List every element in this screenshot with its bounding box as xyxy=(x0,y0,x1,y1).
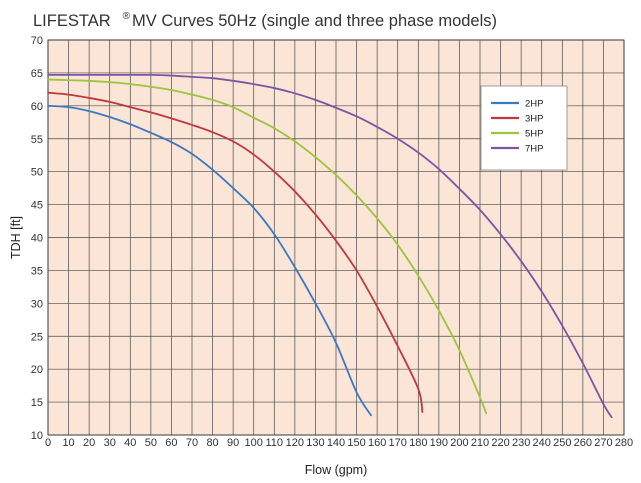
title-text: MV Curves 50Hz (single and three phase m… xyxy=(132,12,498,30)
x-tick-label: 250 xyxy=(553,437,571,449)
y-tick-label: 10 xyxy=(31,430,43,442)
y-tick-label: 15 xyxy=(31,397,43,409)
y-tick-label: 60 xyxy=(31,101,43,113)
legend-label-5hp: 5HP xyxy=(525,129,543,140)
x-tick-label: 210 xyxy=(471,437,489,449)
legend-box xyxy=(480,85,568,171)
x-tick-label: 270 xyxy=(594,437,612,449)
x-tick-label: 120 xyxy=(286,437,304,449)
y-tick-label: 20 xyxy=(31,364,43,376)
x-tick-label: 50 xyxy=(145,437,157,449)
y-axis-label: TDH [ft] xyxy=(9,216,23,259)
x-tick-label: 170 xyxy=(389,437,407,449)
x-tick-label: 90 xyxy=(227,437,239,449)
x-tick-label: 200 xyxy=(450,437,468,449)
y-axis-ticks: 10 15 20 25 30 35 40 45 50 55 60 65 70 xyxy=(31,35,43,442)
grid-lines xyxy=(47,39,625,436)
x-tick-label: 70 xyxy=(186,437,198,449)
title-registered-mark: ® xyxy=(122,11,131,22)
x-tick-label: 220 xyxy=(491,437,509,449)
series-line-2hp xyxy=(47,104,372,417)
y-tick-label: 35 xyxy=(31,265,43,277)
x-tick-label: 230 xyxy=(512,437,530,449)
x-tick-label: 130 xyxy=(306,437,324,449)
x-tick-label: 80 xyxy=(206,437,218,449)
x-tick-label: 0 xyxy=(45,437,51,449)
y-tick-label: 70 xyxy=(31,35,43,47)
x-tick-label: 160 xyxy=(368,437,386,449)
series-line-7hp xyxy=(47,73,613,419)
y-tick-label: 50 xyxy=(31,167,43,179)
x-tick-label: 150 xyxy=(347,437,365,449)
legend-label-2hp: 2HP xyxy=(525,99,543,110)
x-tick-label: 190 xyxy=(430,437,448,449)
x-tick-label: 280 xyxy=(615,437,633,449)
x-tick-label: 110 xyxy=(266,437,284,449)
plot-frame xyxy=(47,39,625,436)
y-tick-label: 40 xyxy=(31,233,43,245)
series-lines xyxy=(47,73,613,419)
y-tick-label: 55 xyxy=(31,134,43,146)
legend-label-7hp: 7HP xyxy=(525,144,543,155)
y-tick-label: 30 xyxy=(31,298,43,310)
x-tick-label: 40 xyxy=(124,437,136,449)
x-tick-label: 240 xyxy=(533,437,551,449)
y-tick-label: 45 xyxy=(31,200,43,212)
legend: 2HP 3HP 5HP 7HP xyxy=(480,85,568,171)
x-tick-label: 20 xyxy=(83,437,95,449)
title-brand: LIFESTAR xyxy=(33,12,111,30)
x-tick-label: 10 xyxy=(62,437,74,449)
x-tick-label: 180 xyxy=(409,437,427,449)
y-tick-label: 65 xyxy=(31,68,43,80)
chart-title: LIFESTAR ® MV Curves 50Hz (single and th… xyxy=(33,8,497,34)
legend-label-3hp: 3HP xyxy=(525,114,543,125)
x-tick-label: 30 xyxy=(104,437,116,449)
x-tick-label: 140 xyxy=(327,437,345,449)
y-tick-label: 25 xyxy=(31,331,43,343)
x-tick-label: 100 xyxy=(245,437,263,449)
x-axis-ticks: 0 10 20 30 40 50 60 70 80 90 100 110 120 130 140 150 160… xyxy=(45,437,633,449)
x-axis-label: Flow (gpm) xyxy=(305,463,368,477)
x-tick-label: 60 xyxy=(165,437,177,449)
series-line-5hp xyxy=(47,78,488,415)
x-tick-label: 260 xyxy=(574,437,592,449)
series-line-3hp xyxy=(47,91,424,413)
